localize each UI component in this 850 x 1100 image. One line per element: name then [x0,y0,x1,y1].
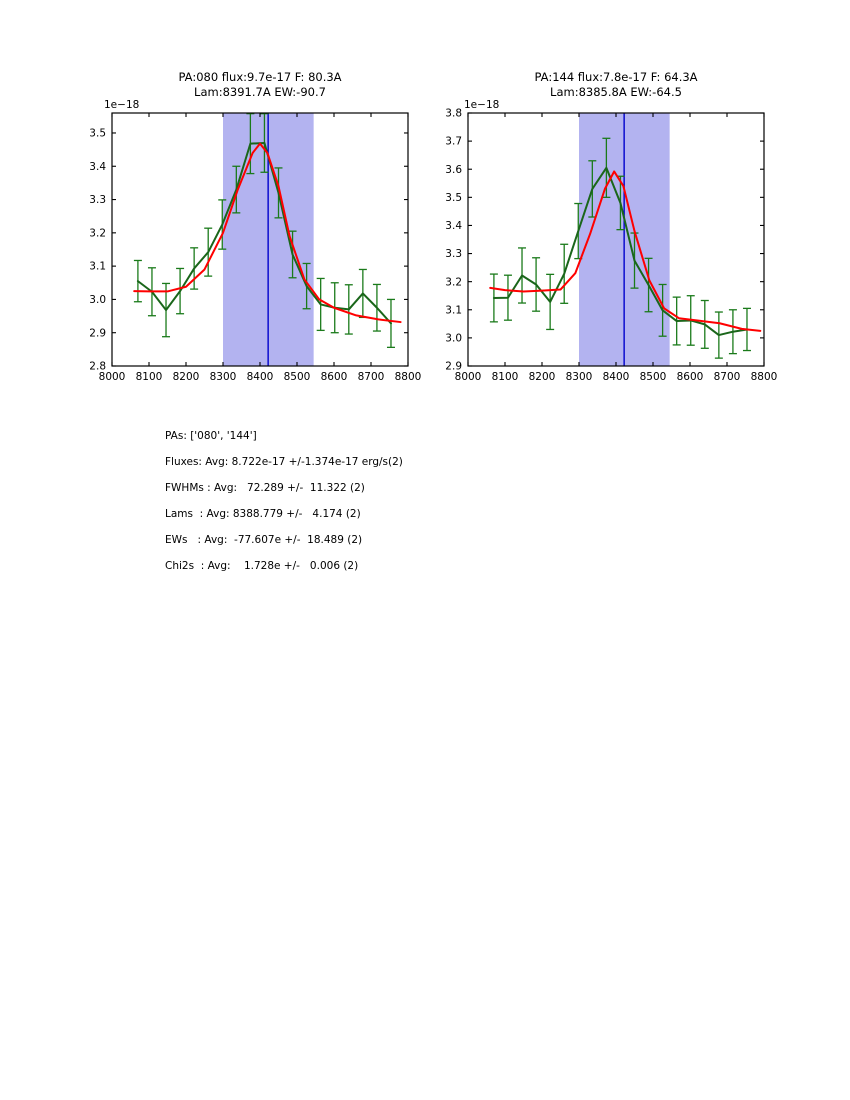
x-tick-label: 8200 [173,371,200,383]
x-tick-label: 8400 [247,371,274,383]
summary-line-ews: EWs : Avg: -77.607e +/- 18.489 (2) [165,534,363,546]
summary-line-chi2s: Chi2s : Avg: 1.728e +/- 0.006 (2) [165,560,359,572]
panel-title-line1: PA:080 flux:9.7e-17 F: 80.3A [178,70,342,84]
y-tick-label: 3.1 [89,261,106,273]
x-tick-label: 8000 [455,371,482,383]
x-tick-label: 8700 [358,371,385,383]
y-tick-label: 3.2 [445,276,462,288]
y-tick-label: 3.8 [445,108,462,120]
x-tick-label: 8200 [529,371,556,383]
x-tick-label: 8700 [714,371,741,383]
x-tick-label: 8600 [321,371,348,383]
y-tick-label: 3.5 [445,192,462,204]
y-tick-label: 3.6 [445,164,462,176]
y-axis-offset-label: 1e−18 [464,99,500,111]
x-tick-label: 8800 [395,371,422,383]
y-tick-label: 2.9 [89,327,106,339]
y-tick-label: 3.4 [445,220,462,232]
axes-pa144: 8000 8100 8200 8300 8400 8500 8600 8700 8800 2.9 3… [445,108,777,383]
y-tick-label: 3.0 [445,332,462,344]
x-tick-label: 8300 [566,371,593,383]
summary-line-lams: Lams : Avg: 8388.779 +/- 4.174 (2) [165,508,361,520]
axes-pa080: 8000 8100 8200 8300 8400 8500 8600 8700 8800 2.8 2… [89,112,421,383]
series-gaussian-fit [133,142,402,324]
x-tick-label: 8100 [492,371,519,383]
series-spectrum [492,166,748,337]
summary-line-fluxes: Fluxes: Avg: 8.722e-17 +/-1.374e-17 erg/… [165,456,403,468]
x-tick-label: 8300 [210,371,237,383]
series-gaussian-fit [489,170,762,332]
series-spectrum [136,141,392,325]
y-tick-label: 3.1 [445,304,462,316]
panel-title-line2: Lam:8391.7A EW:-90.7 [194,85,326,99]
y-tick-label: 3.0 [89,294,106,306]
y-tick-label: 3.3 [445,248,462,260]
y-tick-label: 2.8 [89,361,106,373]
summary-text-block: PAs: ['080', '144'] Fluxes: Avg: 8.722e-… [165,430,585,586]
y-tick-label: 3.5 [89,128,106,140]
y-tick-label: 3.3 [89,194,106,206]
panel-title-line2: Lam:8385.8A EW:-64.5 [550,85,682,99]
y-tick-label: 3.4 [89,161,106,173]
y-tick-label: 2.9 [445,361,462,373]
x-tick-label: 8500 [284,371,311,383]
y-tick-label: 3.2 [89,227,106,239]
summary-line-pas: PAs: ['080', '144'] [165,430,257,442]
panel-title-line1: PA:144 flux:7.8e-17 F: 64.3A [534,70,698,84]
x-tick-label: 8000 [99,371,126,383]
y-axis-offset-label: 1e−18 [104,99,140,111]
plot-panel-pa080: PA:080 flux:9.7e-17 F: 80.3A Lam:8391.7A… [89,70,421,383]
plot-panel-pa144: PA:144 flux:7.8e-17 F: 64.3A Lam:8385.8A… [445,70,777,383]
x-tick-label: 8400 [603,371,630,383]
x-tick-label: 8800 [751,371,778,383]
y-tick-label: 3.7 [445,136,462,148]
x-tick-label: 8100 [136,371,163,383]
x-tick-label: 8500 [640,371,667,383]
x-tick-label: 8600 [677,371,704,383]
summary-line-fwhms: FWHMs : Avg: 72.289 +/- 11.322 (2) [165,482,365,494]
